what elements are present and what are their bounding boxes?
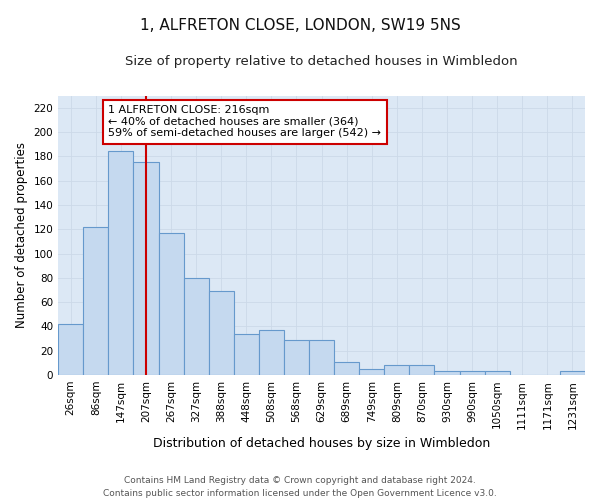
Bar	[434, 372, 460, 375]
Bar	[485, 372, 510, 375]
Y-axis label: Number of detached properties: Number of detached properties	[15, 142, 28, 328]
Text: 1, ALFRETON CLOSE, LONDON, SW19 5NS: 1, ALFRETON CLOSE, LONDON, SW19 5NS	[140, 18, 460, 32]
Bar	[359, 369, 385, 375]
Bar	[309, 340, 334, 375]
Bar	[334, 362, 359, 375]
Bar	[560, 372, 585, 375]
Bar	[460, 372, 485, 375]
Bar	[284, 340, 309, 375]
Bar	[409, 366, 434, 375]
Bar	[259, 330, 284, 375]
Bar	[58, 324, 83, 375]
Bar	[234, 334, 259, 375]
Bar	[133, 162, 158, 375]
Bar	[184, 278, 209, 375]
Bar	[158, 233, 184, 375]
Bar	[109, 152, 133, 375]
Bar	[83, 227, 109, 375]
X-axis label: Distribution of detached houses by size in Wimbledon: Distribution of detached houses by size …	[153, 437, 490, 450]
Bar	[385, 366, 409, 375]
Bar	[209, 291, 234, 375]
Title: Size of property relative to detached houses in Wimbledon: Size of property relative to detached ho…	[125, 55, 518, 68]
Text: Contains HM Land Registry data © Crown copyright and database right 2024.
Contai: Contains HM Land Registry data © Crown c…	[103, 476, 497, 498]
Text: 1 ALFRETON CLOSE: 216sqm
← 40% of detached houses are smaller (364)
59% of semi-: 1 ALFRETON CLOSE: 216sqm ← 40% of detach…	[109, 106, 382, 138]
